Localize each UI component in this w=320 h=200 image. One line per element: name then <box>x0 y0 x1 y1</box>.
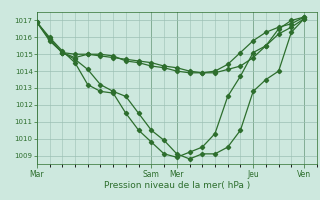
X-axis label: Pression niveau de la mer( hPa ): Pression niveau de la mer( hPa ) <box>104 181 250 190</box>
